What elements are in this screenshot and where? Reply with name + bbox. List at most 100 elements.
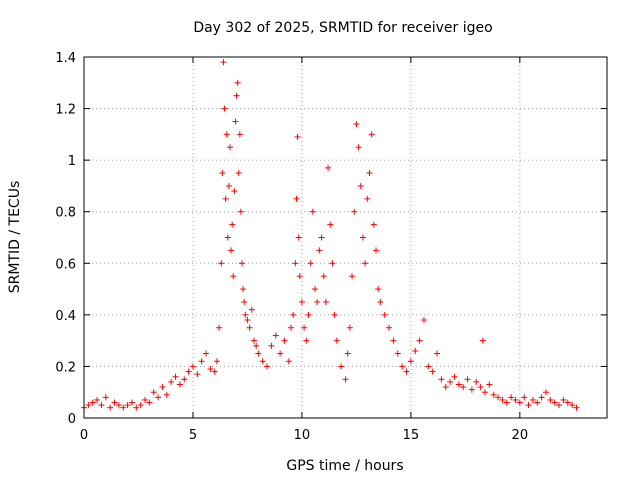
data-point [329, 260, 336, 267]
data-point [222, 195, 229, 202]
data-point [368, 131, 375, 138]
data-point [198, 358, 205, 365]
data-point [534, 399, 541, 406]
data-point [285, 358, 292, 365]
data-point [203, 350, 210, 357]
data-point [390, 337, 397, 344]
data-point [231, 188, 238, 195]
data-point [479, 337, 486, 344]
data-point [538, 394, 545, 401]
data-point [298, 298, 305, 305]
data-point [237, 208, 244, 215]
data-point [211, 368, 218, 375]
data-point [512, 396, 519, 403]
data-point [250, 337, 257, 344]
grid [84, 57, 607, 418]
data-point [221, 105, 228, 112]
data-point [318, 234, 325, 241]
data-point [176, 381, 183, 388]
data-point [381, 311, 388, 318]
data-point [294, 133, 301, 140]
data-point [353, 121, 360, 128]
data-point [542, 389, 549, 396]
data-point [346, 324, 353, 331]
data-point [529, 396, 536, 403]
data-point [128, 399, 135, 406]
x-tick-label: 5 [189, 428, 197, 443]
data-point [499, 396, 506, 403]
data-point [438, 376, 445, 383]
data-point [560, 396, 567, 403]
data-point [351, 208, 358, 215]
y-tick-label: 0.6 [55, 257, 76, 272]
data-point [316, 247, 323, 254]
data-point [325, 164, 332, 171]
data-point [403, 368, 410, 375]
data-points [81, 59, 580, 411]
data-point [189, 363, 196, 370]
data-point [551, 399, 558, 406]
x-tick-label: 10 [294, 428, 311, 443]
data-point [331, 311, 338, 318]
data-point [521, 394, 528, 401]
data-point [238, 260, 245, 267]
data-point [213, 358, 220, 365]
data-point [394, 350, 401, 357]
data-point [399, 363, 406, 370]
data-point [268, 342, 275, 349]
data-point [246, 324, 253, 331]
y-axis-label: SRMTID / TECUs [7, 181, 23, 294]
data-point [240, 286, 247, 293]
data-point [163, 391, 170, 398]
data-point [94, 396, 101, 403]
data-point [124, 402, 131, 409]
data-point [146, 399, 153, 406]
data-point [242, 311, 249, 318]
data-point [281, 337, 288, 344]
data-point [481, 389, 488, 396]
data-point [333, 337, 340, 344]
data-point [102, 394, 109, 401]
data-point [309, 208, 316, 215]
data-point [236, 131, 243, 138]
data-point [429, 368, 436, 375]
data-point [447, 378, 454, 385]
data-point [366, 170, 373, 177]
axis-ticks: 0 0.2 0.4 0.6 0.8 1 1.2 1.4 0 5 10 15 20 [55, 51, 607, 443]
data-point [508, 394, 515, 401]
data-point [168, 378, 175, 385]
y-tick-label: 0 [68, 412, 76, 427]
data-point [516, 399, 523, 406]
data-point [244, 317, 251, 324]
data-point [218, 260, 225, 267]
data-point [342, 376, 349, 383]
data-point [137, 402, 144, 409]
data-point [477, 384, 484, 391]
data-point [303, 337, 310, 344]
data-point [359, 234, 366, 241]
data-point [228, 247, 235, 254]
x-tick-label: 15 [403, 428, 420, 443]
data-point [364, 195, 371, 202]
data-point [220, 59, 227, 66]
data-point [234, 79, 241, 86]
data-point [277, 350, 284, 357]
x-axis-label: GPS time / hours [286, 458, 403, 474]
data-point [416, 337, 423, 344]
data-point [230, 273, 237, 280]
data-point [111, 399, 118, 406]
data-point [181, 376, 188, 383]
y-tick-label: 0.2 [55, 360, 76, 375]
data-point [224, 234, 231, 241]
data-point [292, 260, 299, 267]
data-point [150, 389, 157, 396]
data-point [288, 324, 295, 331]
data-point [320, 273, 327, 280]
data-point [301, 324, 308, 331]
data-point [194, 371, 201, 378]
data-point [235, 170, 242, 177]
data-point [573, 404, 580, 411]
data-point [314, 298, 321, 305]
y-tick-label: 1.2 [55, 103, 76, 118]
